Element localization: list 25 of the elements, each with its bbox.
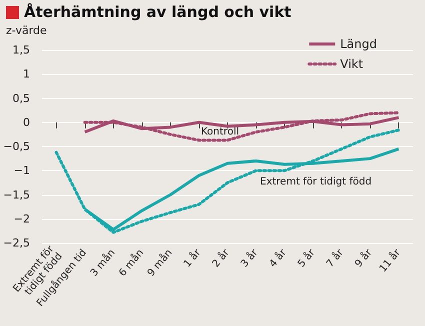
annotation: Extremt för tidigt född [260,176,372,188]
x-tick-label: 4 år [266,246,290,270]
y-tick-label: 0,5 [12,92,30,105]
y-axis-title: z-värde [6,24,47,37]
x-tick-label: 3 år [238,246,261,270]
y-tick-label: −1 [14,164,30,178]
annotation: Kontroll [201,126,240,138]
chart-title: Återhämtning av längd och vikt [24,3,292,21]
y-tick-label: 1 [23,68,30,81]
line-series [54,128,400,234]
y-tick-label: −0,5 [3,140,30,153]
x-tick-label: 5 år [295,246,318,270]
x-tick-label: 11 år [376,246,404,275]
y-tick-label: −1,5 [3,188,30,202]
x-tick-label: 1 år [181,246,204,270]
legend-label: Längd [340,37,378,51]
y-tick-label: 1,5 [12,44,30,56]
line-series [83,111,400,142]
y-tick-label: 0 [23,116,30,129]
legend-label: Vikt [340,57,364,71]
x-tick-label: 9 år [352,246,375,270]
y-tick-label: −2 [14,212,30,226]
x-tick-label: 2 år [210,246,232,270]
y-tick-label: −2,5 [3,236,30,250]
x-tick-label: 7 år [324,246,346,270]
